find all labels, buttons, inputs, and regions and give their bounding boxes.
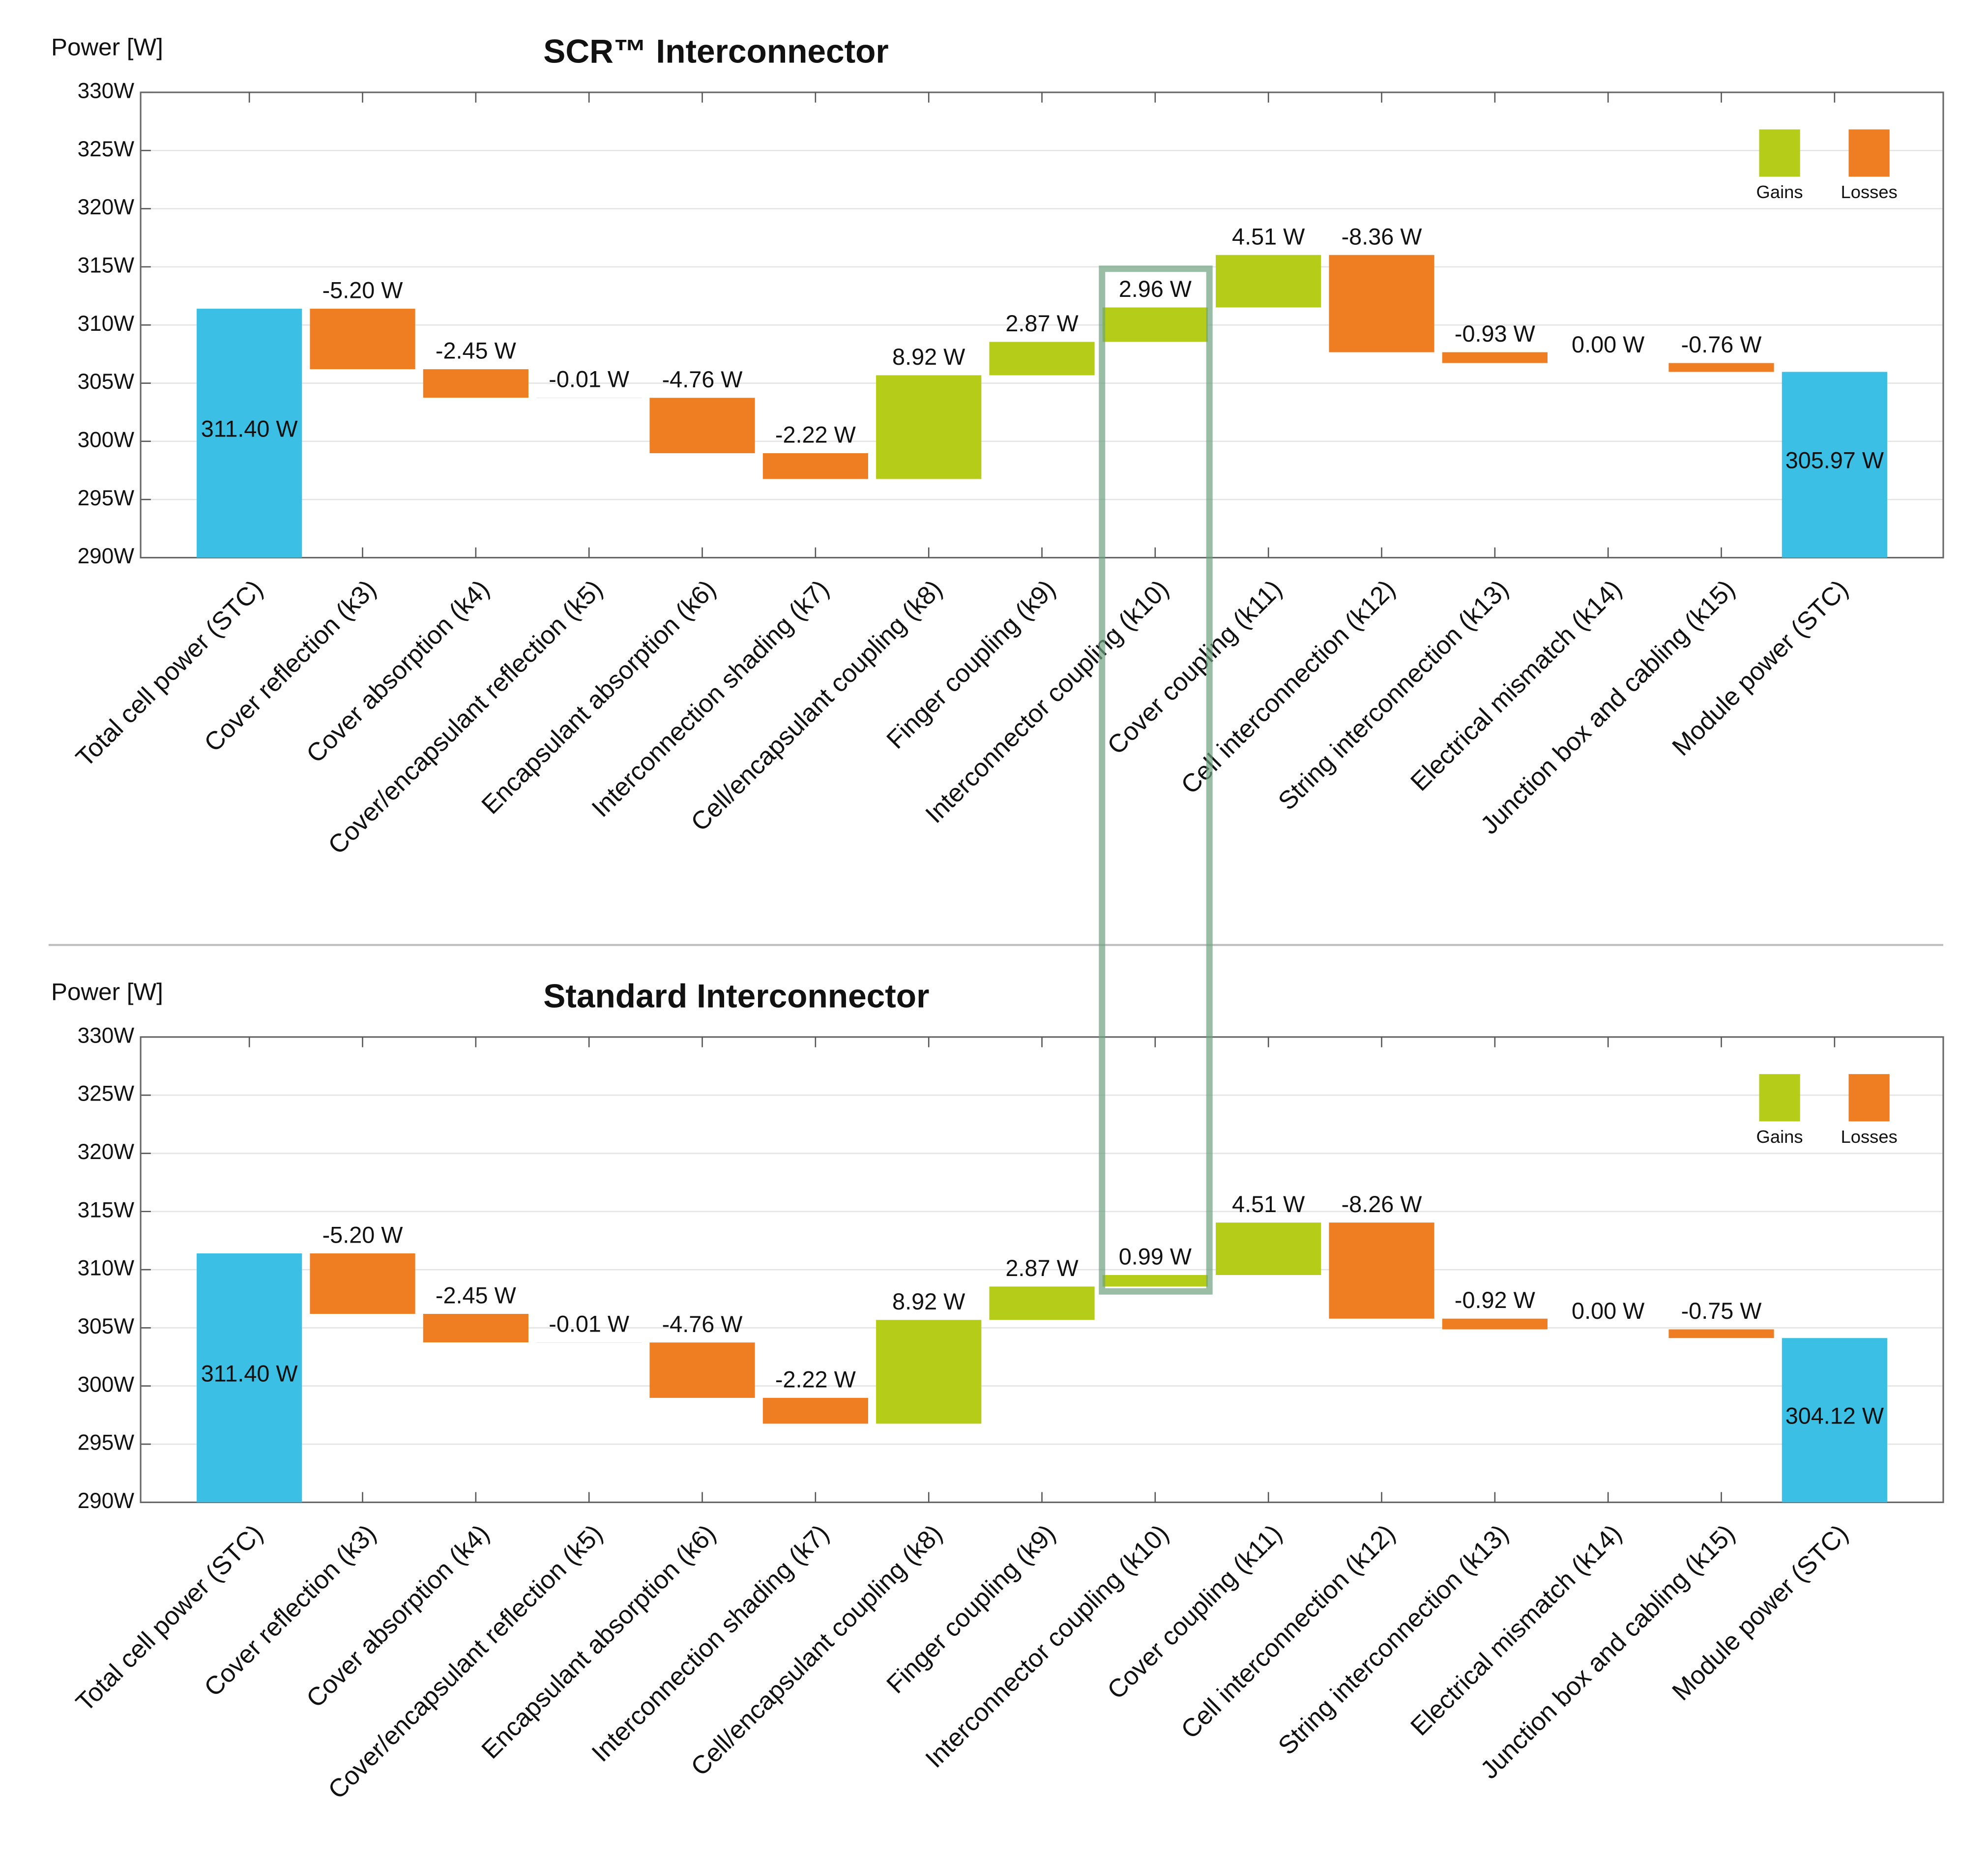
- y-tick-label: 290W: [78, 544, 135, 568]
- y-tick-label: 320W: [78, 1140, 135, 1164]
- value-label: -2.45 W: [436, 338, 517, 364]
- legend-label: Losses: [1841, 182, 1897, 202]
- value-label: -0.76 W: [1681, 332, 1762, 357]
- bar: [1102, 307, 1208, 342]
- value-label: -4.76 W: [662, 367, 743, 392]
- bar: [649, 398, 755, 453]
- bar: [310, 309, 415, 370]
- bar: [1442, 1318, 1548, 1330]
- value-label: -5.20 W: [322, 1222, 404, 1248]
- bar: [423, 369, 528, 398]
- value-label: -2.22 W: [775, 1366, 856, 1392]
- y-tick-label: 330W: [78, 1023, 135, 1047]
- value-label: 8.92 W: [892, 344, 965, 370]
- value-label: -0.01 W: [549, 1311, 630, 1337]
- bar: [876, 1320, 982, 1424]
- y-tick-label: 295W: [78, 486, 135, 510]
- legend-swatch: [1759, 1074, 1800, 1122]
- bar: [1668, 1329, 1774, 1338]
- value-label: 311.40 W: [201, 416, 298, 441]
- bar: [1216, 255, 1321, 308]
- y-tick-label: 315W: [78, 1198, 135, 1222]
- y-tick-label: 295W: [78, 1431, 135, 1455]
- value-label: 0.00 W: [1572, 332, 1645, 357]
- value-label: -4.76 W: [662, 1311, 743, 1337]
- value-label: 2.96 W: [1119, 276, 1192, 302]
- y-tick-label: 310W: [78, 312, 135, 336]
- value-label: 2.87 W: [1005, 1255, 1079, 1281]
- legend-label: Gains: [1756, 1127, 1803, 1147]
- y-tick-label: 315W: [78, 254, 135, 278]
- bar: [649, 1342, 755, 1398]
- bar: [1216, 1222, 1321, 1275]
- bar: [1329, 255, 1434, 352]
- y-tick-label: 290W: [78, 1489, 135, 1513]
- bar: [197, 1253, 302, 1503]
- bar: [1782, 1338, 1887, 1503]
- y-tick-label: 300W: [78, 428, 135, 452]
- bar: [1102, 1275, 1208, 1287]
- y-tick-label: 325W: [78, 137, 135, 161]
- bar: [762, 453, 868, 479]
- bar: [310, 1253, 415, 1314]
- value-label: -8.26 W: [1342, 1191, 1423, 1217]
- legend-swatch: [1759, 129, 1800, 177]
- value-label: -2.22 W: [775, 422, 856, 448]
- y-tick-label: 310W: [78, 1256, 135, 1280]
- value-label: -5.20 W: [322, 278, 404, 303]
- value-label: 311.40 W: [201, 1361, 298, 1386]
- value-label: 2.87 W: [1005, 311, 1079, 336]
- chart-title: Standard Interconnector: [543, 978, 929, 1015]
- legend-label: Gains: [1756, 182, 1803, 202]
- bar: [762, 1397, 868, 1424]
- bar: [197, 309, 302, 558]
- y-tick-label: 320W: [78, 195, 135, 219]
- legend-swatch: [1848, 1074, 1890, 1122]
- value-label: 0.00 W: [1572, 1298, 1645, 1324]
- bar: [1329, 1222, 1434, 1319]
- bar: [989, 1286, 1095, 1320]
- value-label: -0.93 W: [1455, 321, 1536, 347]
- legend-swatch: [1848, 129, 1890, 177]
- bar: [1442, 352, 1548, 363]
- bar: [1782, 372, 1887, 558]
- legend-label: Losses: [1841, 1127, 1897, 1147]
- value-label: -0.92 W: [1455, 1287, 1536, 1313]
- y-axis-label: Power [W]: [51, 34, 163, 61]
- y-tick-label: 325W: [78, 1082, 135, 1106]
- y-axis-label: Power [W]: [51, 978, 163, 1005]
- value-label: 8.92 W: [892, 1289, 965, 1314]
- value-label: 4.51 W: [1232, 1191, 1305, 1217]
- bar: [423, 1314, 528, 1342]
- value-label: 305.97 W: [1785, 448, 1884, 473]
- value-label: -0.75 W: [1681, 1298, 1762, 1324]
- chart-title: SCR™ Interconnector: [543, 33, 888, 70]
- bar: [1668, 363, 1774, 372]
- value-label: 304.12 W: [1785, 1403, 1884, 1428]
- bar: [876, 375, 982, 479]
- value-label: -8.36 W: [1342, 224, 1423, 249]
- value-label: -2.45 W: [436, 1283, 517, 1308]
- bar: [989, 342, 1095, 376]
- y-tick-label: 305W: [78, 370, 135, 394]
- value-label: 0.99 W: [1119, 1244, 1192, 1270]
- y-tick-label: 305W: [78, 1314, 135, 1338]
- y-tick-label: 300W: [78, 1372, 135, 1396]
- value-label: -0.01 W: [549, 367, 630, 392]
- value-label: 4.51 W: [1232, 224, 1305, 249]
- y-tick-label: 330W: [78, 79, 135, 103]
